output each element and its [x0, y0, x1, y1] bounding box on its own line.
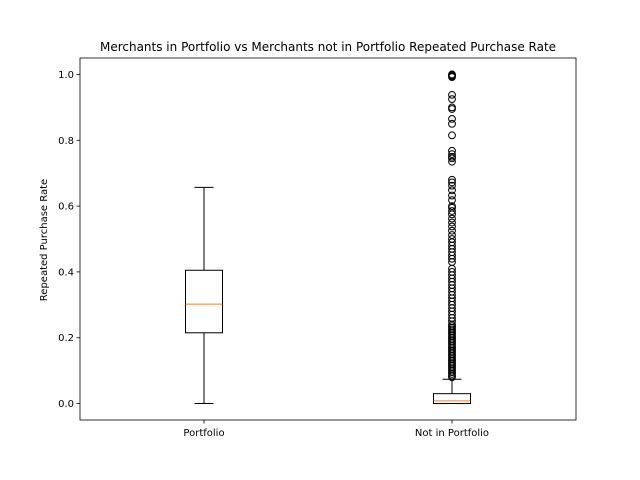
outlier-point [448, 231, 456, 239]
y-tick-label: 0.4 [58, 267, 74, 278]
y-tick-label: 0.0 [58, 399, 74, 410]
outlier-point [448, 373, 456, 382]
outlier-point [448, 105, 456, 113]
outlier-point [448, 73, 456, 81]
outlier-point [448, 214, 456, 223]
outlier-point [448, 207, 456, 215]
outlier-point [448, 154, 456, 163]
x-tick-label: Not in Portfolio [415, 428, 489, 439]
outlier-point [448, 181, 456, 190]
y-tick-label: 1.0 [58, 70, 74, 81]
outlier-point [448, 157, 456, 166]
outlier-point [448, 150, 456, 158]
box-iqr [433, 393, 471, 405]
outlier-point [448, 114, 456, 123]
outlier-point [448, 103, 456, 112]
outlier-point [448, 226, 456, 235]
plot-frame [79, 57, 577, 421]
y-axis-label: Repeated Purchase Rate [39, 179, 50, 301]
outlier-point [448, 119, 456, 128]
outlier-point [448, 254, 456, 263]
outlier-point [448, 191, 456, 200]
outlier-point [448, 218, 456, 227]
chart-title: Merchants in Portfolio vs Merchants not … [100, 40, 556, 54]
y-tick-label: 0.8 [58, 136, 74, 147]
outlier-point [448, 175, 456, 184]
outlier-point [448, 146, 456, 155]
outlier-point [448, 210, 456, 219]
outlier-point [448, 131, 456, 140]
outlier-point [448, 196, 456, 205]
outlier-point [448, 186, 456, 195]
x-tick-label: Portfolio [183, 428, 224, 439]
plot-area: 0.0 0.2 0.4 0.6 0.8 1.0 Portfolio Not in Portfo… [58, 57, 577, 439]
box-iqr [185, 269, 223, 334]
y-tick-label: 0.6 [58, 202, 74, 213]
outlier-point [448, 90, 456, 99]
outlier-point [448, 178, 456, 187]
outlier-point [448, 95, 456, 104]
y-tick-label: 0.2 [58, 333, 74, 344]
outlier-point [448, 222, 456, 231]
